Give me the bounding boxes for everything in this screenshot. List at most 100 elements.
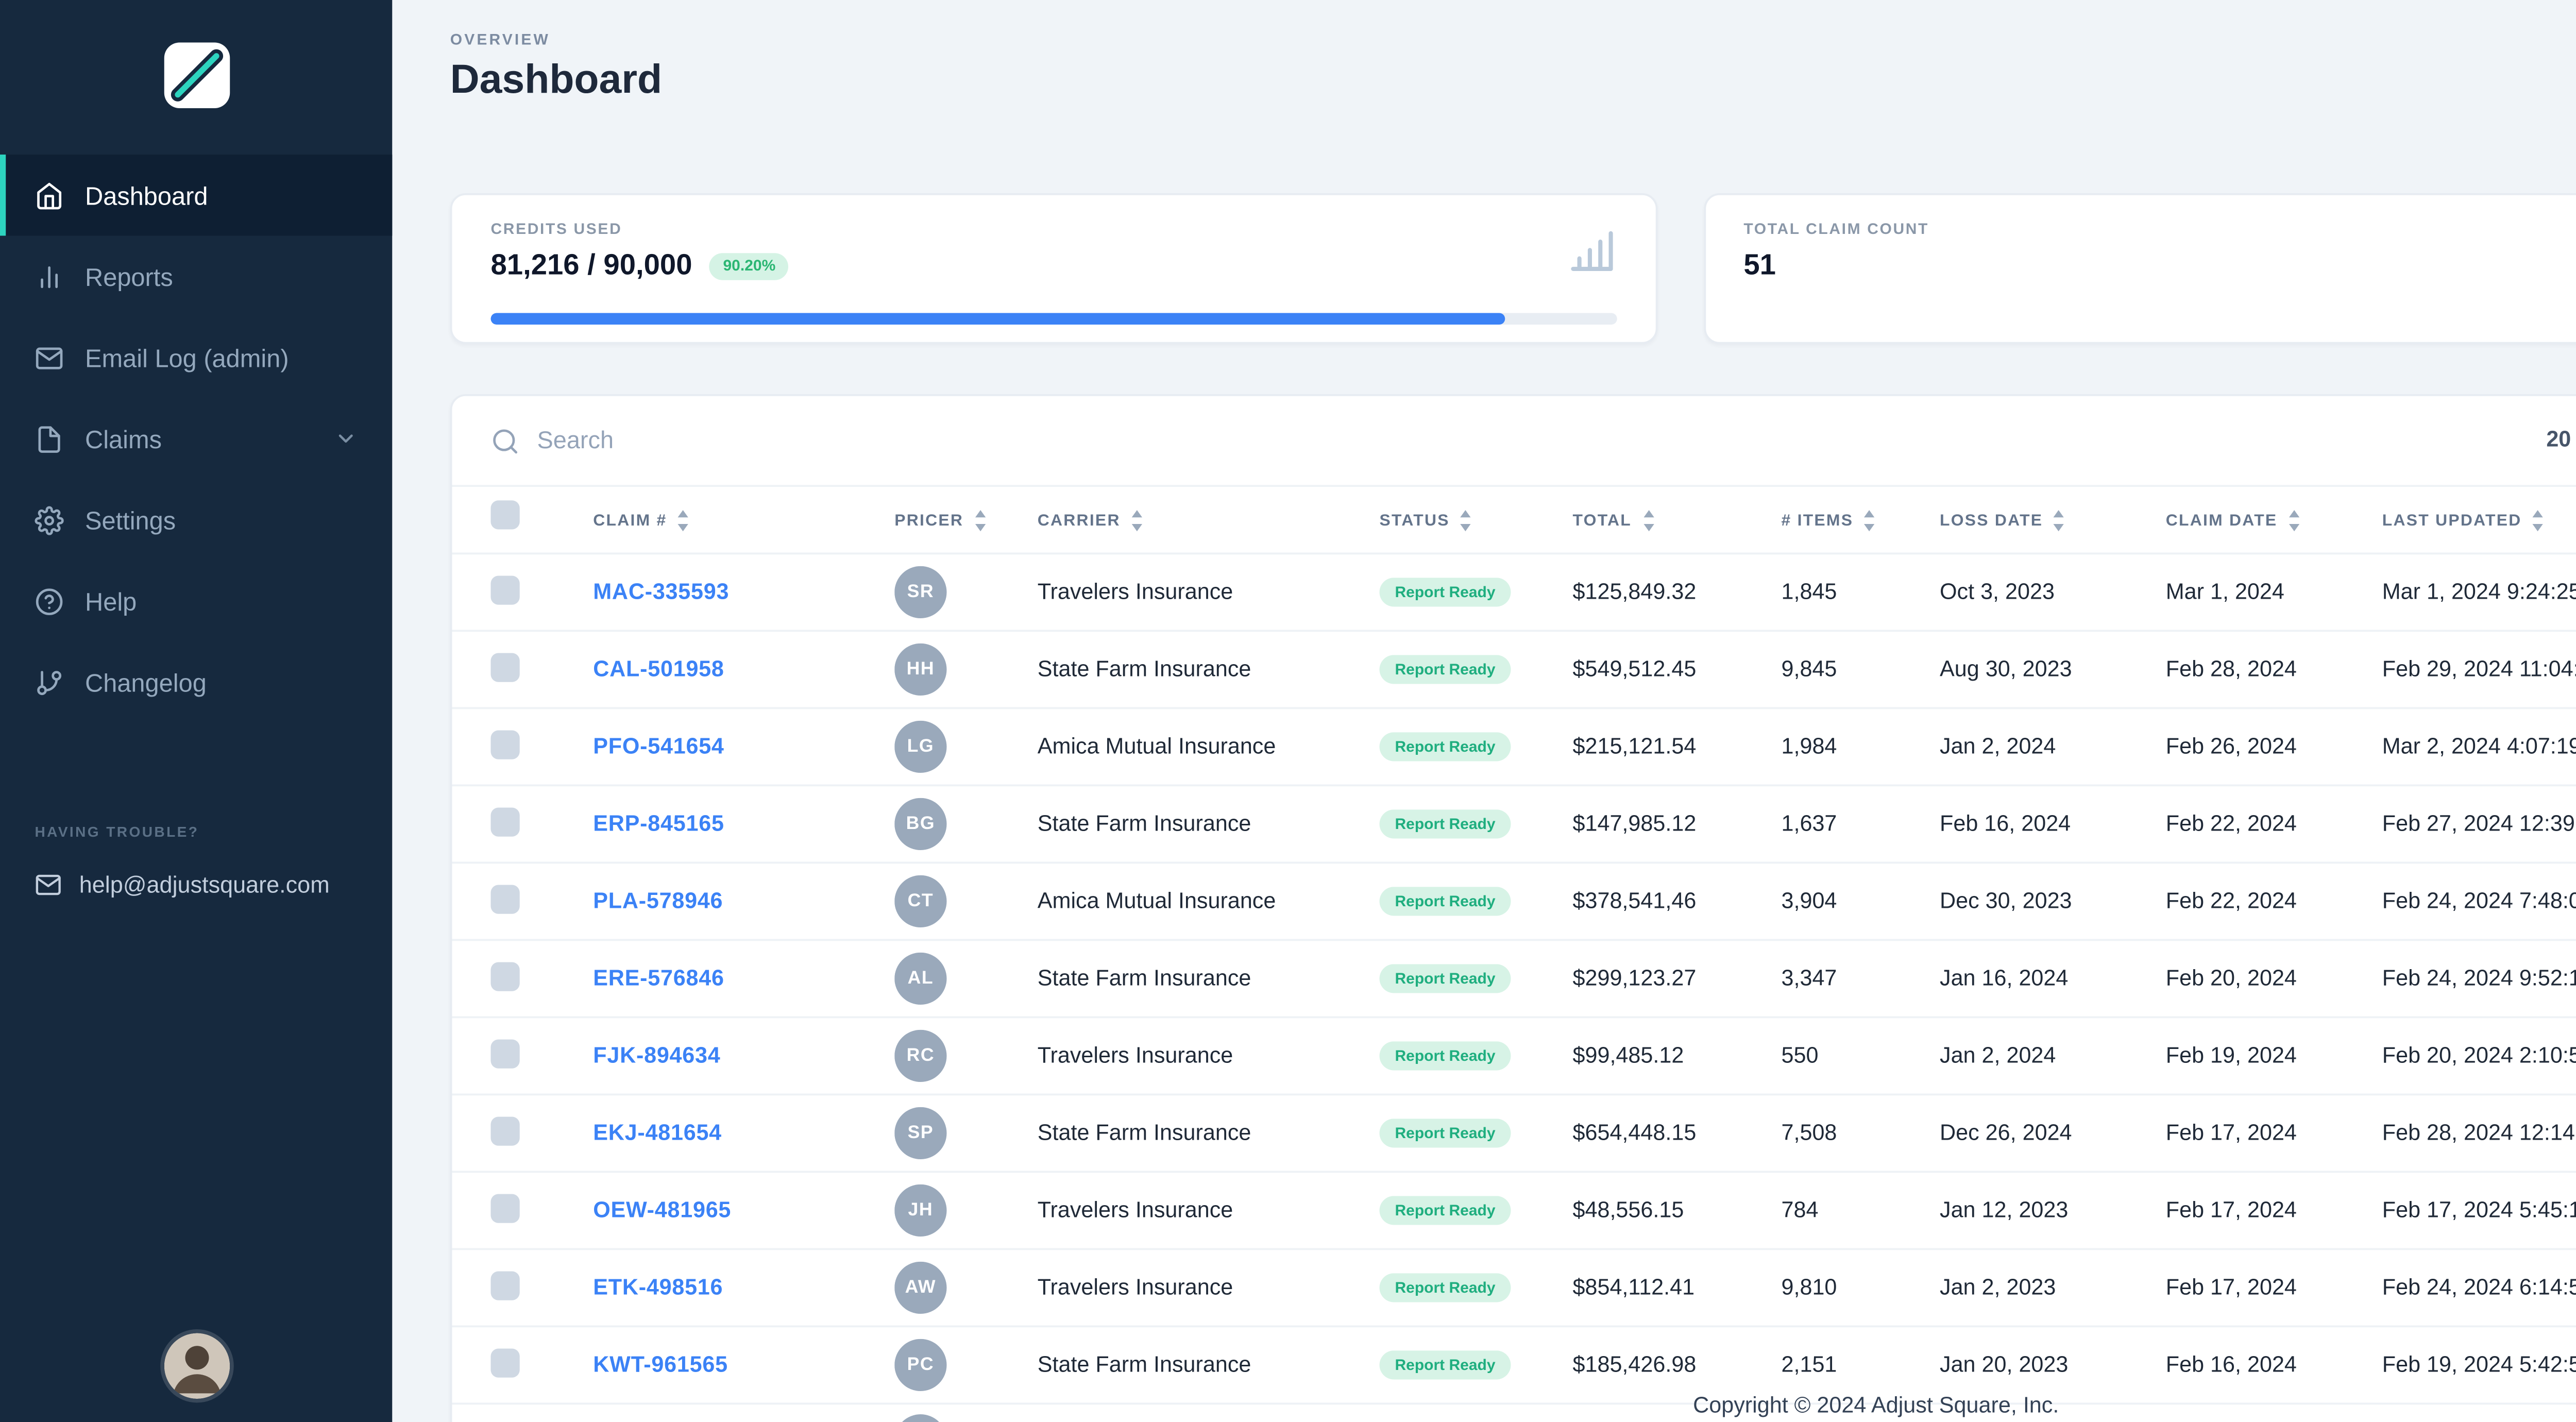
sidebar-item-label: Claims (85, 424, 162, 453)
sidebar-item-email-log[interactable]: Email Log (admin) (0, 317, 392, 398)
sidebar-item-label: Changelog (85, 667, 207, 697)
sidebar-item-dashboard[interactable]: Dashboard (0, 155, 393, 236)
claim-number-link[interactable]: MAC-335593 (593, 580, 730, 604)
carrier-cell: State Farm Insurance (1037, 657, 1251, 681)
total-cell: $854,112.41 (1572, 1276, 1695, 1299)
search-box (491, 426, 1040, 455)
document-icon (38, 425, 60, 452)
sidebar-item-claims[interactable]: Claims (0, 398, 392, 480)
total-claim-count-label: TOTAL CLAIM COUNT (1743, 220, 1929, 238)
table-row: OEW-481965 JH Travelers Insurance Report… (452, 1173, 2576, 1250)
claim-number-link[interactable]: PLA-578946 (593, 889, 723, 913)
items-cell: 3,347 (1781, 967, 1837, 990)
status-badge: Report Ready (1379, 1350, 1511, 1380)
row-checkbox[interactable] (490, 1038, 520, 1068)
pricer-avatar: SP (894, 1107, 947, 1159)
sidebar-item-label: Settings (85, 505, 176, 534)
table-toolbar: 20 per page Filter (452, 396, 2576, 485)
last-updated-cell: Feb 29, 2024 11:04:29 AM (2382, 657, 2576, 681)
claim-number-link[interactable]: ERE-576846 (593, 967, 724, 990)
status-badge: Report Ready (1379, 1041, 1511, 1071)
row-checkbox[interactable] (490, 1347, 520, 1377)
total-cell: $549,512.45 (1572, 657, 1697, 681)
row-checkbox[interactable] (490, 1193, 520, 1222)
table-row: ETK-498516 AW Travelers Insurance Report… (452, 1250, 2576, 1328)
sort-icon (1642, 509, 1654, 531)
row-checkbox[interactable] (490, 1270, 520, 1299)
sort-icon (1864, 509, 1875, 531)
status-badge: Report Ready (1379, 732, 1511, 761)
having-trouble-label: HAVING TROUBLE? (35, 823, 199, 841)
envelope-icon (36, 874, 61, 895)
row-checkbox[interactable] (490, 1115, 520, 1145)
last-updated-cell: Feb 17, 2024 5:45:12 PM (2382, 1198, 2576, 1222)
claim-number-link[interactable]: ETK-498516 (593, 1276, 723, 1299)
items-cell: 2,151 (1781, 1353, 1837, 1377)
loss-date-cell: Oct 3, 2023 (1940, 580, 2055, 604)
breadcrumb-eyebrow: OVERVIEW (450, 31, 550, 48)
row-checkbox[interactable] (490, 806, 520, 836)
column-header[interactable]: CLAIM # (593, 509, 894, 531)
column-header[interactable]: CARRIER (1038, 509, 1380, 531)
total-claim-count-card: TOTAL CLAIM COUNT 51 (1703, 193, 2576, 344)
carrier-cell: Travelers Insurance (1037, 580, 1233, 604)
column-header[interactable]: STATUS (1380, 509, 1573, 531)
envelope-icon (36, 346, 63, 368)
loss-date-cell: Feb 16, 2024 (1940, 812, 2071, 836)
app-logo[interactable] (0, 0, 392, 155)
carrier-cell: Amica Mutual Insurance (1037, 889, 1276, 913)
claim-number-link[interactable]: PFO-541654 (593, 735, 724, 758)
copyright-footer: Copyright © 2024 Adjust Square, Inc. (1693, 1395, 2059, 1418)
claim-number-link[interactable]: ERP-845165 (593, 812, 724, 836)
total-cell: $654,448.15 (1572, 1121, 1697, 1145)
row-checkbox[interactable] (490, 652, 520, 681)
bar-chart-icon (41, 265, 58, 287)
column-header[interactable]: PRICER (894, 509, 1038, 531)
column-label: LOSS DATE (1940, 510, 2043, 530)
row-checkbox[interactable] (490, 884, 520, 913)
pricer-avatar: HH (894, 643, 947, 696)
search-input[interactable] (537, 427, 1040, 454)
column-header[interactable]: LAST UPDATED (2382, 509, 2576, 531)
claim-date-cell: Feb 17, 2024 (2165, 1276, 2297, 1299)
sidebar-item-help[interactable]: Help (0, 561, 392, 642)
sidebar-item-settings[interactable]: Settings (0, 479, 392, 561)
page-size-label: 20 per page (2546, 429, 2576, 452)
claim-number-link[interactable]: KWT-961565 (593, 1353, 728, 1377)
row-checkbox[interactable] (490, 729, 520, 758)
pricer-avatar: BG (894, 798, 947, 850)
claim-number-link[interactable]: CAL-501958 (593, 657, 724, 681)
status-badge: Report Ready (1379, 809, 1511, 839)
claim-date-cell: Feb 17, 2024 (2165, 1121, 2297, 1145)
loss-date-cell: Jan 16, 2024 (1940, 967, 2069, 990)
pricer-avatar: CT (894, 875, 947, 927)
table-row: PLA-578946 CT Amica Mutual Insurance Rep… (452, 864, 2576, 941)
row-checkbox[interactable] (490, 961, 520, 990)
select-all-checkbox[interactable] (490, 500, 520, 530)
column-label: LAST UPDATED (2382, 510, 2522, 530)
last-updated-cell: Feb 27, 2024 12:39:20 PM (2382, 812, 2576, 836)
column-header[interactable]: TOTAL (1573, 509, 1782, 531)
page-size-dropdown[interactable]: 20 per page (2546, 429, 2576, 452)
row-checkbox[interactable] (490, 574, 520, 604)
claim-number-link[interactable]: EKJ-481654 (593, 1121, 722, 1145)
support-email-link[interactable]: help@adjustsquare.com (0, 871, 392, 899)
sidebar-item-reports[interactable]: Reports (0, 236, 392, 317)
status-badge: Report Ready (1379, 1196, 1511, 1225)
sort-icon (974, 509, 986, 531)
claim-number-link[interactable]: FJK-894634 (593, 1044, 721, 1068)
column-header[interactable]: # ITEMS (1782, 509, 1940, 531)
loss-date-cell: Aug 30, 2023 (1940, 657, 2072, 681)
pricer-avatar: SR (894, 566, 947, 618)
last-updated-cell: Feb 20, 2024 2:10:54 PM (2382, 1044, 2576, 1068)
carrier-cell: Amica Mutual Insurance (1037, 735, 1276, 758)
claim-number-link[interactable]: OEW-481965 (593, 1198, 732, 1222)
status-badge: Report Ready (1379, 1119, 1511, 1148)
sidebar-item-changelog[interactable]: Changelog (0, 641, 392, 723)
column-header[interactable]: LOSS DATE (1940, 509, 2166, 531)
carrier-cell: State Farm Insurance (1037, 812, 1251, 836)
user-avatar[interactable] (163, 1333, 229, 1399)
column-header[interactable]: CLAIM DATE (2166, 509, 2382, 531)
last-updated-cell: Feb 24, 2024 9:52:16 AM (2382, 967, 2576, 990)
